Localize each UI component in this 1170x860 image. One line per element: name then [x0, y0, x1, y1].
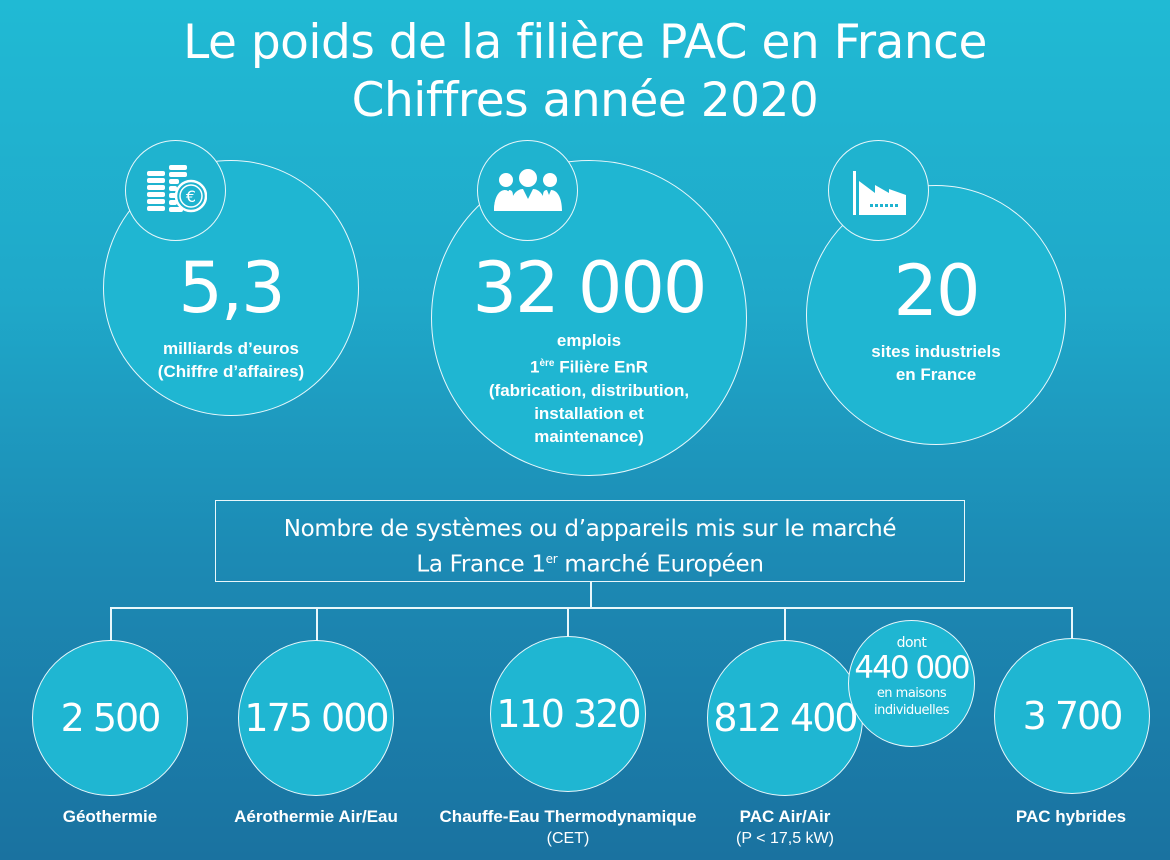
pac-hybrides-label: PAC hybrides [1015, 807, 1127, 826]
market-heading-line-1: Nombre de systèmes ou d’appareils mis su… [283, 516, 897, 542]
jobs-label-2: 1ère Filière EnR [529, 357, 648, 377]
jobs-value: 32 000 [472, 247, 708, 329]
callout-circle: dont 440 000 en maisons individuelles [848, 620, 975, 747]
cet-value: 110 320 [496, 692, 641, 736]
revenue-icon-circle: € [125, 140, 226, 241]
connector-pac-hybrides [1071, 607, 1073, 639]
revenue-label-2: (Chiffre d’affaires) [157, 362, 305, 381]
sites-text: 20 sites industriels en France [806, 255, 1066, 386]
svg-text:€: € [185, 187, 195, 206]
connector-aerothermie [316, 607, 318, 641]
factory-icon [852, 170, 906, 215]
revenue-label-1: milliards d’euros [162, 339, 300, 358]
callout-line-2: individuelles [873, 703, 950, 718]
aerothermie-value: 175 000 [244, 696, 389, 740]
jobs-label-4: installation et [534, 403, 644, 423]
revenue-value: 5,3 [178, 247, 285, 329]
connector-geothermie [110, 607, 112, 641]
market-heading-line-2: La France 1er marché Européen [416, 551, 764, 578]
geothermie-circle: 2 500 [32, 640, 188, 796]
sites-icon-circle [828, 140, 929, 241]
connector-stem [590, 582, 592, 608]
connector-horizontal [110, 607, 1072, 609]
title-line-2: Chiffres année 2020 [351, 73, 819, 128]
aerothermie-circle: 175 000 [238, 640, 394, 796]
cet-label: Chauffe-Eau Thermodynamique (CET) [439, 807, 697, 847]
euro-coins-icon: € [146, 164, 207, 212]
sites-label-2: en France [895, 365, 977, 384]
sites-value: 20 [893, 250, 980, 332]
title-line-1: Le poids de la filière PAC en France [183, 15, 987, 70]
jobs-text: 32 000 emplois 1ère Filière EnR (fabrica… [431, 252, 747, 448]
page-title: Le poids de la filière PAC en France Chi… [0, 14, 1170, 130]
jobs-label-1: emplois [556, 331, 622, 350]
pac-air-air-label: PAC Air/Air (P < 17,5 kW) [736, 807, 834, 847]
aerothermie-label: Aérothermie Air/Eau [234, 807, 398, 826]
connector-pac-air-air [784, 607, 786, 641]
geothermie-value: 2 500 [60, 696, 162, 740]
sites-label-1: sites industriels [871, 342, 1001, 361]
market-heading-box: Nombre de systèmes ou d’appareils mis su… [215, 500, 965, 582]
pac-hybrides-circle: 3 700 [994, 638, 1150, 794]
jobs-label-5: maintenance) [534, 426, 644, 446]
jobs-icon-circle [477, 140, 578, 241]
connector-cet [567, 607, 569, 637]
revenue-text: 5,3 milliards d’euros (Chiffre d’affaire… [103, 252, 359, 383]
cet-circle: 110 320 [490, 636, 646, 792]
callout-prefix: dont [896, 635, 927, 651]
pac-hybrides-value: 3 700 [1022, 694, 1124, 738]
pac-air-air-value: 812 400 [713, 696, 858, 740]
pac-air-air-circle: 812 400 [707, 640, 863, 796]
geothermie-label: Géothermie [62, 807, 158, 826]
jobs-label-3: (fabrication, distribution, [488, 380, 690, 400]
callout-line-1: en maisons [876, 686, 947, 701]
people-group-icon [493, 168, 562, 211]
callout-value: 440 000 [854, 650, 970, 686]
